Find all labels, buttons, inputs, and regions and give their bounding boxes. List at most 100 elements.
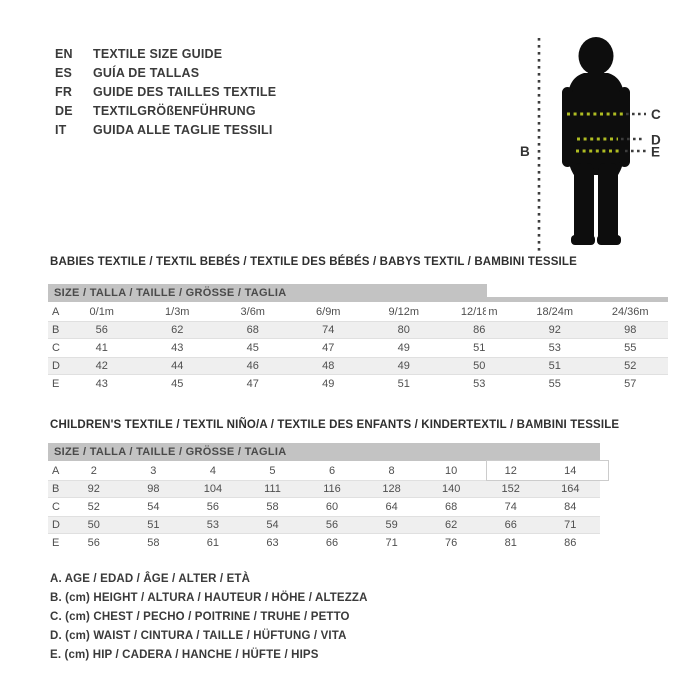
size-table-row-A: A 0/1m 1/3m 3/6m 6/9m 9/12m 12/18m 18/24m 24/36m <box>48 303 668 321</box>
silhouette-right-leg <box>598 163 618 243</box>
silhouette-left-leg <box>574 163 594 243</box>
size-value-cell: 81 <box>504 537 517 549</box>
size-value-cell: 58 <box>266 501 279 513</box>
row-label: D <box>52 519 60 531</box>
size-value-cell: 60 <box>325 501 339 513</box>
lang-title: GUÍA DE TALLAS <box>93 65 200 80</box>
size-value-cell: 51 <box>397 378 410 390</box>
lang-code: DE <box>55 104 73 119</box>
size-value-cell: 18/24m <box>536 306 574 318</box>
lang-row-fr: FR GUIDE DES TAILLES TEXTILE <box>55 82 276 101</box>
size-value-cell: 52 <box>87 501 100 513</box>
size-value-cell: 68 <box>246 324 259 336</box>
size-value-cell: 1/3m <box>165 306 190 318</box>
size-value-cell: 41 <box>95 342 108 354</box>
lang-title: TEXTILGRÖßENFÜHRUNG <box>93 104 256 119</box>
size-value-cell: 56 <box>206 501 220 513</box>
size-value-cell: 84 <box>564 501 577 513</box>
row-label: C <box>52 501 60 513</box>
child-silhouette: B C D E <box>520 37 661 251</box>
size-table-row-E: E 43 45 47 49 51 53 55 57 <box>48 375 668 393</box>
size-value-cell: 44 <box>171 360 184 372</box>
size-value-cell: 59 <box>385 519 398 531</box>
silhouette-head <box>578 37 614 75</box>
size-value-cell: 74 <box>322 324 335 336</box>
size-value-cell: 0/1m <box>89 306 114 318</box>
babies-rowA-white-line <box>486 303 488 319</box>
size-value-cell: 49 <box>397 360 410 372</box>
row-label: A <box>52 306 60 318</box>
size-value-cell: 8 <box>388 465 395 477</box>
size-value-cell: 50 <box>87 519 100 531</box>
row-label: B <box>52 483 60 495</box>
size-value-cell: 53 <box>473 378 486 390</box>
size-value-cell: 6 <box>328 465 336 477</box>
size-value-cell: 14 <box>564 465 577 477</box>
babies-header-white-overlay <box>487 280 668 297</box>
size-value-cell: 54 <box>147 501 160 513</box>
size-value-cell: 98 <box>624 324 637 336</box>
size-value-cell: 45 <box>171 378 184 390</box>
silhouette-torso <box>566 73 626 175</box>
size-value-cell: 53 <box>206 519 220 531</box>
size-table-row-B: B 92 98 104 111 116 128 140 152 164 <box>48 480 600 498</box>
child-silhouette-figure: B C D E <box>505 25 700 260</box>
size-value-cell: 51 <box>548 360 561 372</box>
size-value-cell: 140 <box>441 483 461 495</box>
size-value-cell: 24/36m <box>611 306 649 318</box>
size-value-cell: 48 <box>322 360 335 372</box>
size-table-row-E: E 56 58 61 63 66 71 76 81 86 <box>48 534 600 552</box>
chest-label: C <box>651 107 661 122</box>
size-value-cell: 3 <box>150 465 157 477</box>
size-value-cell: 164 <box>561 483 580 495</box>
lang-row-de: DE TEXTILGRÖßENFÜHRUNG <box>55 102 276 121</box>
size-value-cell: 6/9m <box>316 306 341 318</box>
size-value-cell: 50 <box>473 360 486 372</box>
size-value-cell: 63 <box>266 537 279 549</box>
size-value-cell: 12/18m <box>460 306 498 318</box>
silhouette-right-foot <box>597 235 621 245</box>
size-value-cell: 128 <box>382 483 401 495</box>
size-value-cell: 55 <box>548 378 561 390</box>
size-table-row-D: D 42 44 46 48 49 50 51 52 <box>48 357 668 375</box>
size-value-cell: 64 <box>385 501 398 513</box>
lang-code: EN <box>55 46 73 61</box>
size-value-cell: 111 <box>264 483 281 495</box>
size-value-cell: 51 <box>473 342 486 354</box>
legend-age: A. AGE / EDAD / ÂGE / ALTER / ETÀ <box>50 572 251 585</box>
size-value-cell: 104 <box>203 483 223 495</box>
lang-row-en: EN TEXTILE SIZE GUIDE <box>55 44 276 63</box>
size-value-cell: 12 <box>504 465 517 477</box>
size-value-cell: 54 <box>266 519 279 531</box>
size-value-cell: 47 <box>322 342 335 354</box>
size-value-cell: 76 <box>445 537 458 549</box>
lang-row-es: ES GUÍA DE TALLAS <box>55 63 276 82</box>
size-value-cell: 55 <box>624 342 637 354</box>
size-value-cell: 92 <box>87 483 100 495</box>
row-label: E <box>52 537 60 549</box>
size-value-cell: 80 <box>397 324 410 336</box>
silhouette-left-foot <box>571 235 595 245</box>
size-value-cell: 43 <box>171 342 184 354</box>
size-value-cell: 47 <box>246 378 259 390</box>
size-value-cell: 45 <box>246 342 259 354</box>
silhouette-right-arm <box>619 87 630 167</box>
size-value-cell: 53 <box>548 342 561 354</box>
children-table-header: SIZE / TALLA / TAILLE / GRÖSSE / TAGLIA <box>48 443 600 461</box>
size-value-cell: 92 <box>548 324 561 336</box>
size-value-cell: 56 <box>95 324 108 336</box>
size-value-cell: 152 <box>501 483 520 495</box>
size-value-cell: 49 <box>397 342 410 354</box>
legend-waist: D. (cm) WAIST / CINTURA / TAILLE / HÜFTU… <box>50 630 347 643</box>
size-value-cell: 116 <box>323 483 341 495</box>
row-label: A <box>52 465 60 477</box>
size-value-cell: 5 <box>269 465 276 477</box>
size-value-cell: 98 <box>147 483 160 495</box>
size-table-row-B: B 56 62 68 74 80 86 92 98 <box>48 321 668 339</box>
row-label: E <box>52 378 60 390</box>
lang-row-it: IT GUIDA ALLE TAGLIE TESSILI <box>55 121 276 140</box>
size-value-cell: 66 <box>504 519 517 531</box>
size-value-cell: 46 <box>246 360 259 372</box>
measurement-legend: A. AGE / EDAD / ÂGE / ALTER / ETÀ B. (cm… <box>50 569 368 665</box>
